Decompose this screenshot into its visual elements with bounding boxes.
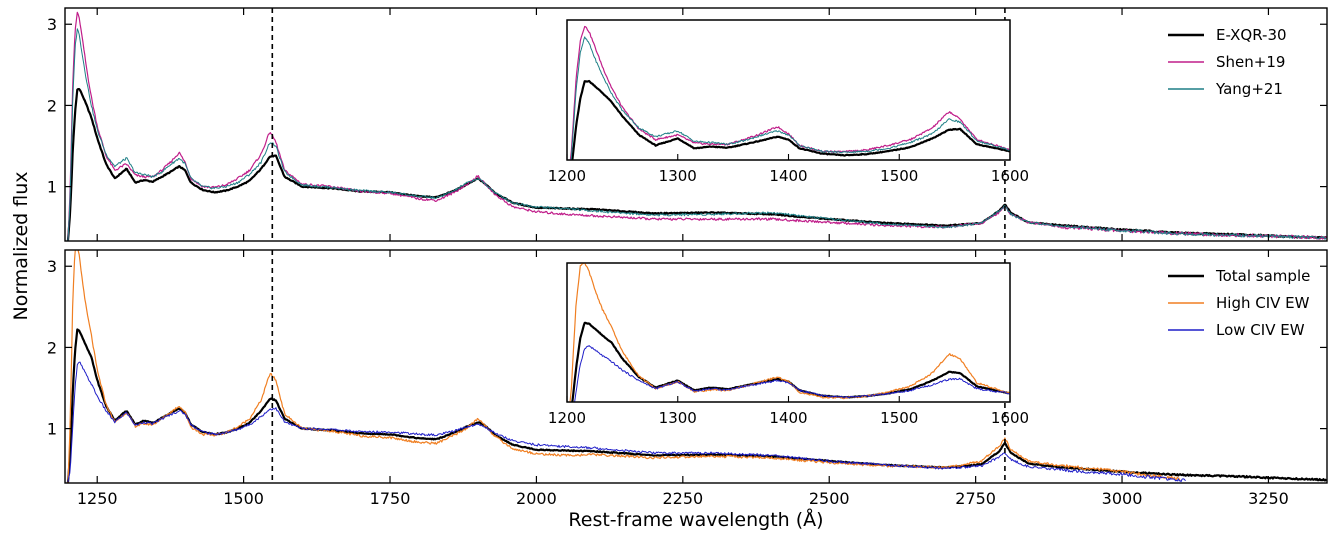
y-axis-label: Normalized flux xyxy=(10,171,32,320)
inset: 1200 1300 1400 1500 1600 xyxy=(548,19,1029,185)
y-tick-label: 1 xyxy=(47,420,57,439)
inset-x-tick-label: 1500 xyxy=(880,409,918,427)
inset-series-high-civ-ew xyxy=(569,263,1010,402)
x-tick-label: 2500 xyxy=(809,489,850,508)
x-tick-label: 1500 xyxy=(223,489,264,508)
series-high-civ-ew xyxy=(67,250,1181,483)
legend-label: High CIV EW xyxy=(1216,294,1310,312)
inset-x-tick-label: 1600 xyxy=(991,167,1029,185)
series-e-xqr-30 xyxy=(66,88,1327,241)
inset-x-tick-label: 1200 xyxy=(548,409,586,427)
x-tick-label: 1250 xyxy=(77,489,118,508)
legend-label: E-XQR-30 xyxy=(1216,26,1287,44)
plot-frame xyxy=(64,7,1328,242)
y-tick-label: 2 xyxy=(47,338,57,357)
inset-series xyxy=(569,263,1010,402)
plot-frame xyxy=(64,249,1328,484)
inset-x-tick-label: 1200 xyxy=(548,167,586,185)
series-low-civ-ew xyxy=(67,361,1186,483)
x-tick-label: 3000 xyxy=(1102,489,1143,508)
inset-series-e-xqr-30 xyxy=(571,79,1010,160)
x-tick-label: 2000 xyxy=(516,489,557,508)
inset-series xyxy=(569,25,1010,160)
legend: E-XQR-30 Shen+19 Yang+21 xyxy=(1168,26,1287,98)
y-tick-label: 1 xyxy=(47,178,57,197)
inset-x-tick-label: 1400 xyxy=(769,167,807,185)
legend-label: Yang+21 xyxy=(1215,80,1283,98)
panel-top: 1 2 3 1200 1300 1400 1500 1600 E-XQR-30 Shen+19 Ya… xyxy=(47,7,1328,242)
x-axis-label: Rest-frame wavelength (Å) xyxy=(568,508,823,531)
series-group xyxy=(66,250,1327,483)
inset-x-tick-label: 1300 xyxy=(659,409,697,427)
series-yang-21 xyxy=(67,28,1327,241)
inset-series-yang-21 xyxy=(570,36,1010,160)
x-tick-label: 3250 xyxy=(1248,489,1289,508)
y-tick-label: 2 xyxy=(47,96,57,115)
x-tick-label: 2750 xyxy=(955,489,996,508)
inset-x-tick-label: 1300 xyxy=(659,167,697,185)
inset-x-tick-label: 1400 xyxy=(769,409,807,427)
panel-bottom: 1250 1500 1750 2000 2250 2500 2750 3000 3250 1 2 3 1… xyxy=(47,249,1328,508)
inset-series-low-civ-ew xyxy=(574,345,1010,402)
x-tick-label: 2250 xyxy=(662,489,703,508)
y-tick-label: 3 xyxy=(47,257,57,276)
legend: Total sample High CIV EW Low CIV EW xyxy=(1168,267,1310,339)
legend-label: Total sample xyxy=(1215,267,1310,285)
series-group xyxy=(66,11,1327,241)
x-tick-label: 1750 xyxy=(370,489,411,508)
legend-label: Low CIV EW xyxy=(1216,321,1305,339)
inset-x-tick-label: 1600 xyxy=(991,409,1029,427)
y-tick-label: 3 xyxy=(47,15,57,34)
inset-x-tick-label: 1500 xyxy=(880,167,918,185)
inset: 1200 1300 1400 1500 1600 xyxy=(548,262,1029,427)
legend-label: Shen+19 xyxy=(1216,53,1285,71)
inset-series-shen-19 xyxy=(569,25,1010,160)
